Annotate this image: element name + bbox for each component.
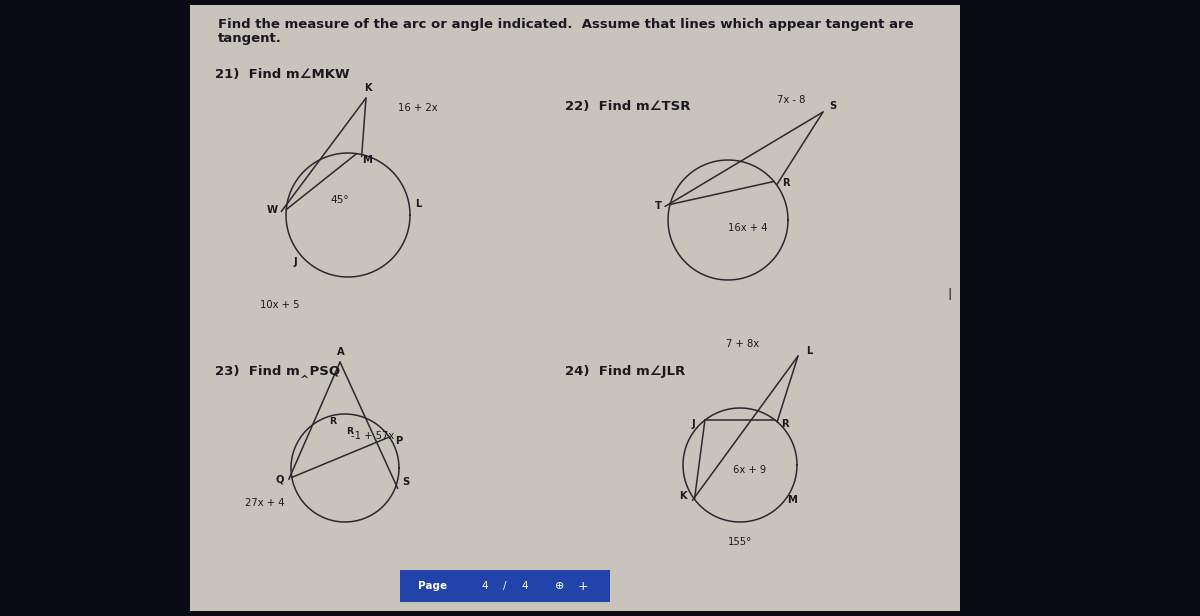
Text: P: P <box>396 436 403 446</box>
Text: W: W <box>266 205 277 214</box>
Text: Find the measure of the arc or angle indicated.  Assume that lines which appear : Find the measure of the arc or angle ind… <box>218 18 913 31</box>
Text: 22)  Find m∠TSR: 22) Find m∠TSR <box>565 100 690 113</box>
Text: J: J <box>691 419 695 429</box>
Text: 45°: 45° <box>331 195 349 205</box>
Bar <box>400 570 610 602</box>
Text: 21)  Find m∠MKW: 21) Find m∠MKW <box>215 68 349 81</box>
Text: Q: Q <box>276 474 284 484</box>
Text: R: R <box>347 428 354 437</box>
Text: K: K <box>679 492 686 501</box>
Text: 16 + 2x: 16 + 2x <box>398 103 438 113</box>
Text: 4: 4 <box>522 581 528 591</box>
Text: S: S <box>829 101 836 111</box>
Text: A: A <box>337 347 344 357</box>
Text: 155°: 155° <box>728 537 752 547</box>
Text: R: R <box>781 419 788 429</box>
Text: Page: Page <box>418 581 448 591</box>
Text: +: + <box>577 580 588 593</box>
Text: -1 + 57x: -1 + 57x <box>352 431 395 441</box>
Text: 24)  Find m∠JLR: 24) Find m∠JLR <box>565 365 685 378</box>
Text: 27x + 4: 27x + 4 <box>245 498 284 508</box>
Text: 6x + 9: 6x + 9 <box>733 465 767 475</box>
Text: tangent.: tangent. <box>218 32 282 45</box>
Text: L: L <box>806 346 812 356</box>
Text: 10x + 5: 10x + 5 <box>260 300 300 310</box>
Text: 4: 4 <box>481 581 488 591</box>
Text: I: I <box>948 288 953 302</box>
Text: ⊕: ⊕ <box>556 581 565 591</box>
Text: 7x - 8: 7x - 8 <box>776 95 805 105</box>
Text: T: T <box>654 201 661 211</box>
Text: M: M <box>787 495 797 505</box>
Text: K: K <box>364 83 372 93</box>
Text: /: / <box>503 581 506 591</box>
Text: R: R <box>782 179 790 188</box>
Text: J: J <box>294 257 298 267</box>
Text: M: M <box>361 155 372 164</box>
Text: 7 + 8x: 7 + 8x <box>726 339 760 349</box>
Text: 16x + 4: 16x + 4 <box>728 223 768 233</box>
Text: R: R <box>330 418 336 426</box>
Bar <box>190 5 960 611</box>
Text: S: S <box>402 477 409 487</box>
Text: L: L <box>415 199 422 209</box>
Text: 23)  Find m‸PSQ: 23) Find m‸PSQ <box>215 365 340 378</box>
